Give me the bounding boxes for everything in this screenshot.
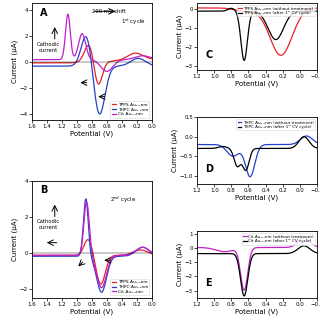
Line: Cit Au₄.₁nm: Cit Au₄.₁nm — [32, 14, 152, 71]
THPC Au₁.₆nm — [150, 63, 154, 67]
THPC Au₁.₆nm — [81, 39, 85, 43]
Text: 1$^{st}$ cycle: 1$^{st}$ cycle — [121, 17, 145, 27]
Cit Au₄.₁nm — [150, 56, 154, 60]
Y-axis label: Current (μA): Current (μA) — [12, 40, 18, 83]
THPC Au₁.₆nm — [135, 57, 139, 60]
Cit Au₄.₁nm — [66, 12, 70, 16]
X-axis label: Potential (V): Potential (V) — [70, 131, 113, 137]
THPC Au₁.₆nm — [148, 62, 151, 66]
X-axis label: Potential (V): Potential (V) — [236, 80, 278, 87]
Legend: TPPS Au₀.₉nm, THPC Au₁.₆nm, Cit Au₄.₁nm: TPPS Au₀.₉nm, THPC Au₁.₆nm, Cit Au₄.₁nm — [110, 279, 149, 295]
Y-axis label: Current (μA): Current (μA) — [172, 129, 178, 172]
Cit Au₄.₁nm — [135, 55, 139, 59]
THPC Au₁.₆nm — [98, 112, 102, 116]
Line: TPPS Au₀.₉nm: TPPS Au₀.₉nm — [32, 45, 152, 84]
THPC Au₁.₆nm — [51, 64, 55, 68]
TPPS Au₀.₉nm — [44, 61, 48, 65]
TPPS Au₀.₉nm — [76, 60, 80, 64]
Legend: TPPS Au₀.₉nm, THPC Au₁.₆nm, Cit Au₄.₁nm: TPPS Au₀.₉nm, THPC Au₁.₆nm, Cit Au₄.₁nm — [110, 101, 149, 118]
THPC Au₁.₆nm — [76, 56, 80, 60]
TPPS Au₀.₉nm — [30, 61, 34, 65]
TPPS Au₀.₉nm — [51, 61, 55, 65]
X-axis label: Potential (V): Potential (V) — [236, 308, 278, 315]
Legend: Cit Au₄.₁nm (without treatment), Cit Au₄.₁nm (after 1ˢᵗ CV cycle): Cit Au₄.₁nm (without treatment), Cit Au₄… — [242, 233, 315, 244]
Text: A: A — [40, 8, 48, 18]
THPC Au₁.₆nm — [84, 35, 88, 39]
Y-axis label: Current (μA): Current (μA) — [177, 15, 183, 58]
Text: 2$^{nd}$ cycle: 2$^{nd}$ cycle — [110, 195, 136, 205]
Cit Au₄.₁nm — [81, 33, 85, 36]
TPPS Au₀.₉nm — [150, 57, 154, 60]
Text: Cathodic
current: Cathodic current — [37, 42, 60, 52]
Text: D: D — [205, 164, 213, 174]
Cit Au₄.₁nm — [30, 58, 34, 61]
X-axis label: Potential (V): Potential (V) — [236, 194, 278, 201]
X-axis label: Potential (V): Potential (V) — [70, 308, 113, 315]
Text: Cathodic
current: Cathodic current — [37, 219, 60, 230]
Cit Au₄.₁nm — [105, 69, 109, 73]
Text: E: E — [205, 278, 212, 288]
Cit Au₄.₁nm — [44, 58, 48, 61]
Line: THPC Au₁.₆nm: THPC Au₁.₆nm — [32, 37, 152, 114]
TPPS Au₀.₉nm — [148, 56, 151, 60]
Y-axis label: Current (μA): Current (μA) — [177, 243, 183, 286]
TPPS Au₀.₉nm — [135, 51, 139, 55]
Y-axis label: Current (μA): Current (μA) — [12, 218, 18, 261]
Cit Au₄.₁nm — [76, 44, 80, 48]
THPC Au₁.₆nm — [30, 64, 34, 68]
TPPS Au₀.₉nm — [97, 82, 100, 86]
TPPS Au₀.₉nm — [81, 53, 85, 57]
Cit Au₄.₁nm — [148, 55, 151, 59]
Text: C: C — [205, 50, 213, 60]
Text: B: B — [40, 186, 48, 196]
Text: 200 mV shift: 200 mV shift — [92, 9, 125, 14]
Legend: THPC Au₁.₆nm (without treatment), THPC Au₁.₆nm (after 1ˢᵗ CV cycle): THPC Au₁.₆nm (without treatment), THPC A… — [236, 119, 315, 131]
Legend: TPPS Au₀.₉nm (without treatment), TPPS Au₀.₉nm (after 1ˢᵗ CV cycle): TPPS Au₀.₉nm (without treatment), TPPS A… — [237, 5, 315, 16]
TPPS Au₀.₉nm — [86, 44, 90, 47]
THPC Au₁.₆nm — [44, 64, 48, 68]
Cit Au₄.₁nm — [51, 58, 55, 61]
